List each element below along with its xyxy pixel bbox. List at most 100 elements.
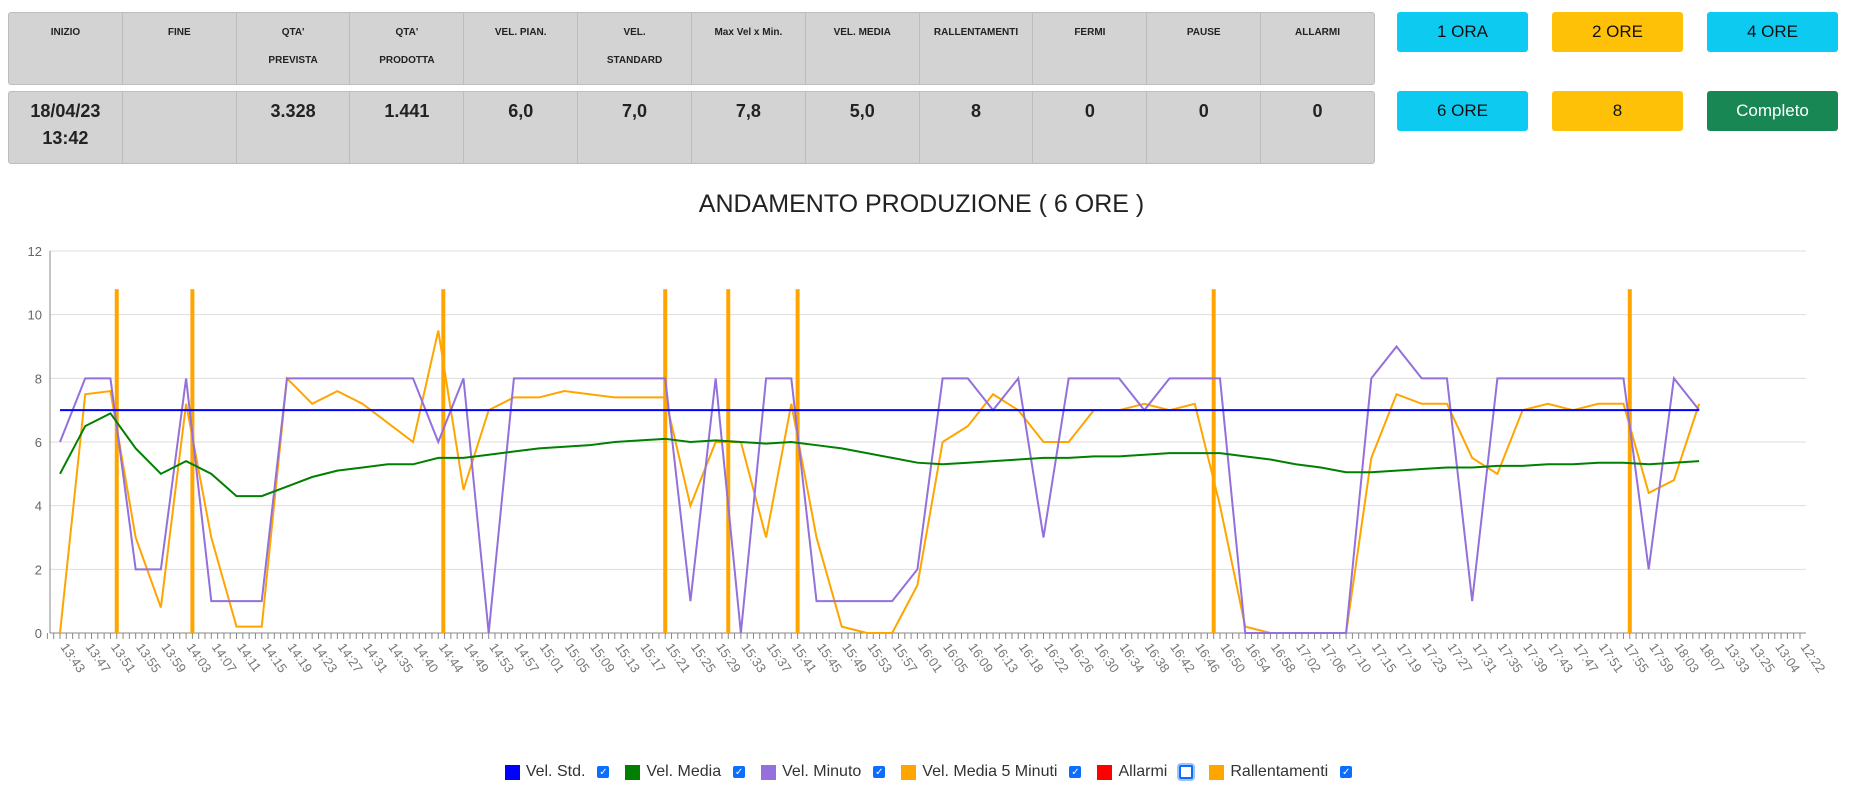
x-tick-label: 15:13: [612, 640, 643, 675]
x-tick-label: 14:03: [184, 640, 215, 675]
series-line-vel-media: [59, 412, 1700, 498]
x-tick-label: 17:51: [1596, 640, 1627, 675]
range-button-8[interactable]: 8: [1552, 91, 1683, 131]
summary-values-row: 18/04/23 13:42 3.328 1.441 6,0 7,0 7,8 5,0 8 0 0 0: [8, 91, 1375, 164]
rallentamento-bar: [726, 289, 731, 633]
legend-swatch: [1097, 764, 1113, 780]
series-line-vel-minuto: [59, 344, 1700, 634]
x-tick-label: 16:50: [1218, 640, 1249, 675]
x-tick-label: 16:42: [1167, 640, 1198, 675]
legend-checkbox[interactable]: ✓: [873, 766, 886, 778]
x-tick-label: 16:26: [1066, 640, 1097, 675]
x-tick-label: 16:13: [991, 640, 1022, 675]
x-tick-label: 13:33: [1722, 640, 1753, 675]
x-tick-label: 13:25: [1747, 640, 1778, 675]
x-tick-label: 17:47: [1571, 640, 1602, 675]
header-cell: Max Vel x Min.: [692, 13, 806, 84]
legend-swatch: [761, 764, 777, 780]
legend-checkbox[interactable]: ✓: [733, 766, 746, 778]
legend-swatch: [504, 764, 520, 780]
legend-label: Rallentamenti: [1230, 763, 1329, 780]
legend-checkbox[interactable]: [1179, 765, 1194, 779]
value-cell: 0: [1147, 92, 1262, 163]
x-tick-label: 16:09: [965, 640, 996, 675]
x-tick-label: 16:22: [1041, 640, 1072, 675]
y-tick-label: 0: [35, 626, 42, 641]
production-chart: 02468101213:4313:4713:5113:5513:5914:031…: [28, 244, 1829, 675]
legend-item[interactable]: Vel. Std. ✓: [504, 763, 610, 781]
value-cell: 0: [1312, 101, 1323, 121]
x-tick-label: 16:05: [940, 640, 971, 675]
value-cell: 7,0: [578, 92, 692, 163]
value-cell: 18/04/23 13:42: [9, 92, 123, 163]
x-tick-label: 12:22: [1798, 640, 1829, 675]
x-tick-label: 17:15: [1369, 640, 1400, 675]
header-cell: VEL. PIAN.: [464, 13, 579, 84]
x-tick-label: 17:55: [1621, 640, 1652, 675]
legend-item[interactable]: Allarmi: [1097, 763, 1194, 781]
value-cell: 6,0: [464, 92, 579, 163]
legend-swatch: [1209, 764, 1225, 780]
y-tick-label: 10: [28, 308, 42, 323]
x-tick-label: 13:04: [1772, 640, 1803, 675]
value-cell: 5,0: [806, 92, 920, 163]
x-tick-label: 17:02: [1293, 640, 1324, 675]
x-tick-label: 14:19: [284, 640, 315, 675]
legend-checkbox[interactable]: ✓: [1340, 766, 1353, 778]
rallentamento-bar: [1627, 289, 1632, 633]
rallentamento-bar: [441, 289, 446, 633]
header-cell: RALLENTAMENTI: [920, 13, 1034, 84]
x-tick-label: 16:34: [1117, 640, 1148, 675]
rallentamento-bar: [663, 289, 668, 633]
x-tick-label: 14:27: [335, 640, 366, 675]
header-cell: QTA' PRODOTTA: [350, 13, 465, 84]
x-tick-label: 15:17: [638, 640, 669, 675]
y-tick-label: 4: [35, 499, 42, 514]
range-button-1-ora[interactable]: 1 ORA: [1397, 12, 1528, 52]
x-tick-label: 14:57: [511, 640, 542, 675]
legend-item[interactable]: Vel. Media 5 Minuti ✓: [901, 763, 1082, 781]
range-button-completo[interactable]: Completo: [1707, 91, 1838, 131]
range-button-6-ore[interactable]: 6 ORE: [1397, 91, 1528, 131]
rallentamento-bar: [795, 289, 800, 633]
x-tick-label: 17:10: [1344, 640, 1375, 675]
x-tick-label: 15:57: [890, 640, 921, 675]
chart-title: ANDAMENTO PRODUZIONE ( 6 ORE ): [698, 190, 1145, 218]
header-cell: VEL. MEDIA: [806, 13, 920, 84]
legend-item[interactable]: Vel. Minuto ✓: [761, 763, 886, 781]
header-cell: INIZIO: [9, 13, 123, 84]
legend-item[interactable]: Rallentamenti ✓: [1209, 763, 1353, 781]
x-tick-label: 18:03: [1671, 640, 1702, 675]
x-tick-label: 14:44: [436, 640, 467, 675]
x-tick-label: 14:35: [385, 640, 416, 675]
x-tick-label: 16:01: [915, 640, 946, 675]
legend-checkbox[interactable]: ✓: [1069, 766, 1082, 778]
x-tick-label: 18:07: [1697, 640, 1728, 675]
range-button-4-ore[interactable]: 4 ORE: [1707, 12, 1838, 52]
x-tick-label: 15:45: [814, 640, 845, 675]
x-tick-label: 15:21: [663, 640, 694, 675]
legend-item[interactable]: Vel. Media ✓: [625, 763, 746, 781]
rallentamento-bar: [114, 289, 119, 633]
x-tick-label: 16:38: [1142, 640, 1173, 675]
header-cell: ALLARMI: [1295, 27, 1341, 38]
range-button-2-ore[interactable]: 2 ORE: [1552, 12, 1683, 52]
x-tick-label: 15:37: [764, 640, 795, 675]
x-tick-label: 17:27: [1444, 640, 1475, 675]
rallentamento-bar: [1211, 289, 1216, 633]
x-tick-label: 14:11: [234, 640, 264, 674]
legend-checkbox[interactable]: ✓: [597, 766, 610, 778]
x-tick-label: 17:06: [1318, 640, 1349, 675]
series-line-vel-media-5-minuti: [59, 330, 1701, 634]
value-cell: 3.328: [237, 92, 351, 163]
legend-label: Vel. Media: [646, 763, 722, 780]
value-cell: [123, 92, 237, 163]
legend-label: Allarmi: [1118, 763, 1168, 780]
x-tick-label: 17:39: [1520, 640, 1551, 675]
header-cell: FINE: [123, 13, 237, 84]
value-cell: 1.441: [350, 92, 465, 163]
y-tick-label: 2: [35, 562, 42, 577]
legend-label: Vel. Std.: [525, 763, 586, 780]
legend-swatch: [625, 764, 641, 780]
x-tick-label: 16:30: [1091, 640, 1122, 675]
